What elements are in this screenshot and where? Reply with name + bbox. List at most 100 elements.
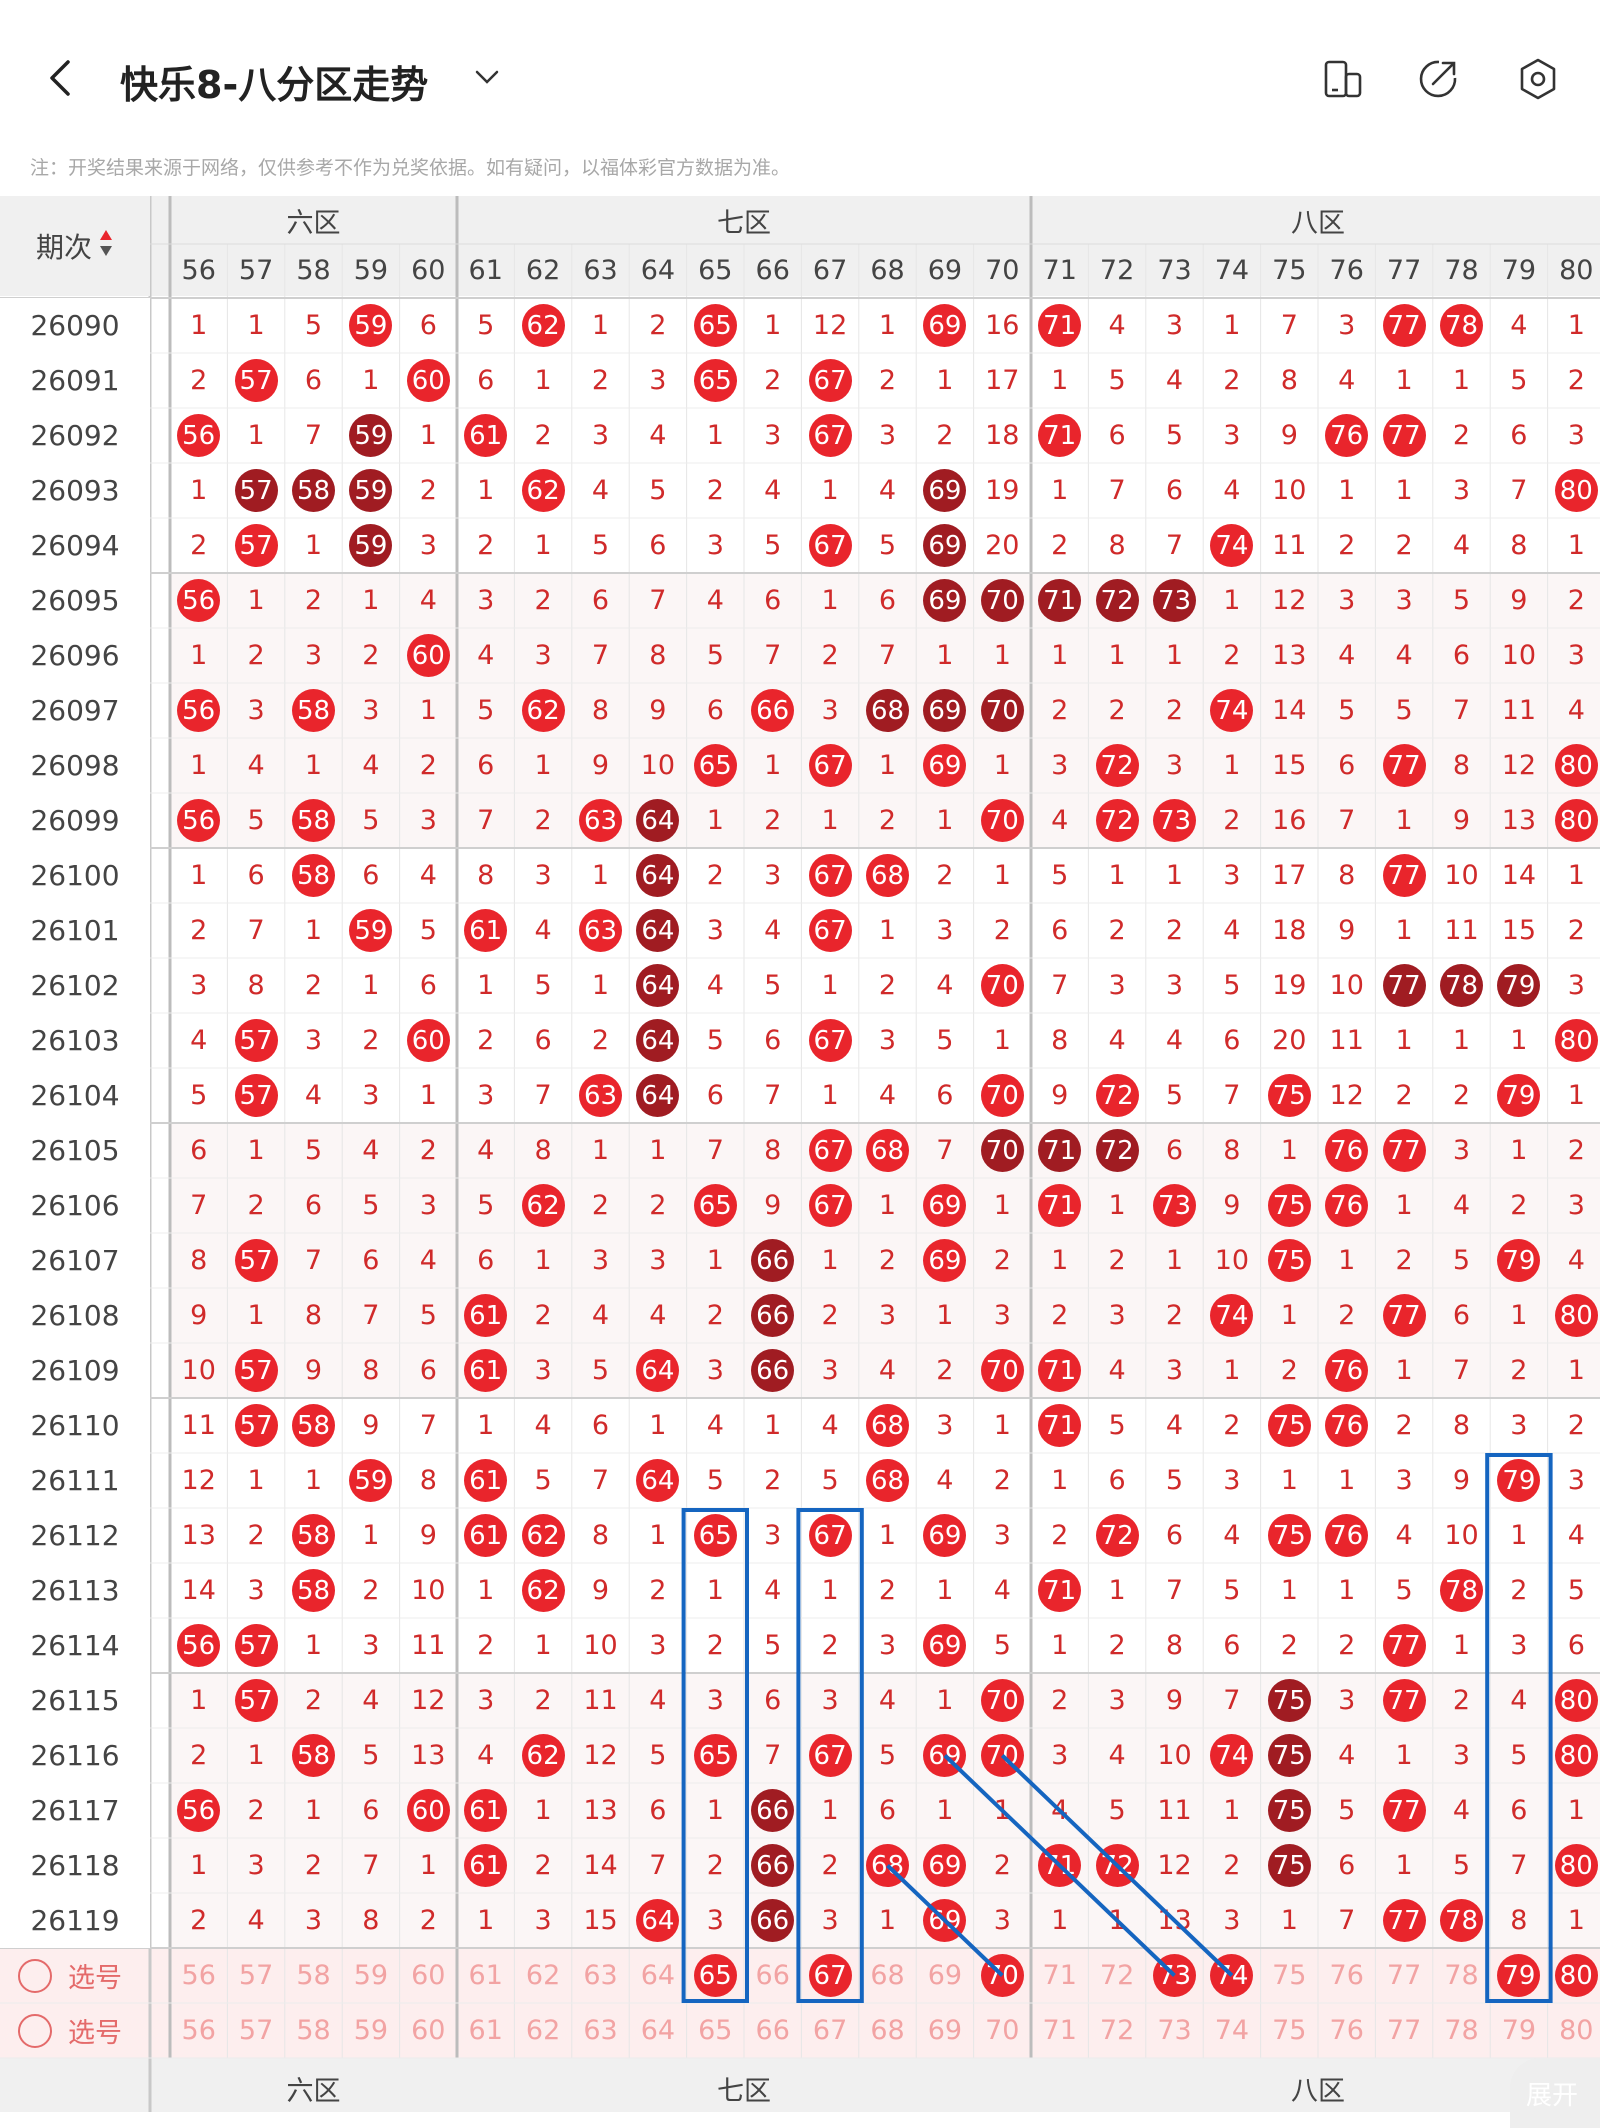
select-number[interactable]: 80: [1548, 1948, 1600, 2003]
table-cell: 5: [936, 1025, 954, 1056]
select-number[interactable]: 63: [583, 1960, 618, 1991]
select-number[interactable]: 67: [801, 1948, 858, 2003]
select-number[interactable]: 76: [1329, 1960, 1364, 1991]
issue-header[interactable]: 期次: [0, 196, 150, 296]
select-number[interactable]: 59: [353, 2015, 389, 2046]
select-number[interactable]: 57: [238, 1960, 274, 1991]
select-number[interactable]: 72: [1099, 1960, 1135, 1991]
select-number[interactable]: 62: [525, 1960, 561, 1991]
picked-number-ball[interactable]: 79: [1497, 1954, 1541, 1997]
select-number[interactable]: 71: [1042, 2015, 1077, 2046]
select-number[interactable]: 64: [640, 1960, 676, 1991]
table-cell: 12: [1272, 585, 1307, 616]
table-cell: 4: [878, 1080, 897, 1111]
select-number[interactable]: 56: [181, 2015, 216, 2046]
picked-number-ball[interactable]: 80: [1554, 1954, 1598, 1997]
settings-icon[interactable]: [1515, 56, 1561, 102]
radio-circle-icon[interactable]: [18, 1958, 52, 1993]
table-cell: 80: [1548, 1838, 1600, 1893]
select-number[interactable]: 74: [1214, 2015, 1250, 2046]
table-cell: 1: [993, 860, 1011, 891]
select-number[interactable]: 61: [468, 1960, 503, 1991]
table-cell: 4: [764, 1575, 782, 1606]
select-number[interactable]: 73: [1157, 2015, 1192, 2046]
table-cell: 12: [181, 1465, 216, 1496]
page-title[interactable]: 快乐8-八分区走势: [120, 63, 429, 107]
picked-number-ball[interactable]: 73: [1152, 1954, 1196, 1997]
row-band: [170, 1233, 1600, 1288]
select-number[interactable]: 79: [1501, 2015, 1537, 2046]
drawn-number-ball: 60: [406, 634, 450, 677]
picked-number-ball[interactable]: 70: [980, 1954, 1024, 1997]
select-number[interactable]: 71: [1042, 1960, 1077, 1991]
select-number[interactable]: 59: [353, 1960, 389, 1991]
select-number[interactable]: 65: [687, 1948, 744, 2003]
select-number[interactable]: 70: [985, 2015, 1020, 2046]
select-number[interactable]: 73: [1146, 1948, 1203, 2003]
select-number[interactable]: 58: [296, 2015, 331, 2046]
select-number[interactable]: 79: [1490, 1948, 1547, 2003]
select-number[interactable]: 58: [296, 1960, 331, 1991]
table-cell: 2: [1510, 1190, 1528, 1221]
table-cell: 4: [591, 1300, 610, 1331]
select-number[interactable]: 77: [1386, 1960, 1422, 1991]
select-number[interactable]: 66: [755, 1960, 790, 1991]
table-cell: 5: [1510, 1740, 1528, 1771]
select-row-label[interactable]: 选号: [18, 1948, 122, 2003]
select-number[interactable]: 56: [181, 1960, 216, 1991]
select-number[interactable]: 62: [525, 2015, 561, 2046]
picked-number-ball[interactable]: 65: [693, 1954, 737, 1997]
table-cell: 7: [362, 1850, 380, 1881]
select-number[interactable]: 66: [755, 2015, 790, 2046]
table-cell: 6: [477, 1245, 495, 1276]
select-number[interactable]: 61: [468, 2015, 503, 2046]
select-row-label[interactable]: 选号: [18, 2003, 122, 2058]
select-number[interactable]: 76: [1329, 2015, 1364, 2046]
radio-circle-icon[interactable]: [18, 2013, 52, 2048]
select-number[interactable]: 75: [1272, 1960, 1307, 1991]
back-arrow-icon[interactable]: [40, 56, 84, 100]
expand-button[interactable]: 展开: [1510, 2058, 1600, 2128]
select-number[interactable]: 57: [238, 2015, 274, 2046]
table-cell: 5: [1108, 1410, 1126, 1441]
column-header: 68: [870, 254, 905, 286]
select-number[interactable]: 64: [640, 2015, 676, 2046]
zone-label-footer: 七区: [717, 2075, 771, 2107]
share-icon[interactable]: [1415, 56, 1461, 102]
sort-icon[interactable]: [98, 228, 114, 265]
select-number[interactable]: 77: [1386, 2015, 1422, 2046]
device-rotate-icon[interactable]: [1320, 56, 1366, 102]
table-cell: 7: [419, 1410, 437, 1441]
select-number[interactable]: 68: [870, 1960, 905, 1991]
select-number[interactable]: 69: [927, 2015, 963, 2046]
drawn-number-ball: 77: [1382, 1899, 1426, 1942]
select-number[interactable]: 74: [1203, 1948, 1260, 2003]
drawn-number-ball: 68: [865, 1129, 909, 1172]
select-number[interactable]: 80: [1559, 2015, 1594, 2046]
select-number[interactable]: 69: [927, 1960, 963, 1991]
table-cell: 4: [477, 640, 495, 671]
table-cell: 4: [878, 1355, 897, 1386]
chevron-down-icon[interactable]: [472, 62, 502, 92]
picked-number-ball[interactable]: 74: [1210, 1954, 1254, 1997]
table-cell: 1: [1051, 1905, 1069, 1936]
select-number[interactable]: 65: [698, 2015, 733, 2046]
select-number[interactable]: 75: [1272, 2015, 1307, 2046]
table-cell: 4: [1338, 365, 1356, 396]
picked-number-ball[interactable]: 67: [808, 1954, 852, 1997]
table-cell: 1: [878, 1520, 897, 1551]
select-number[interactable]: 67: [812, 2015, 848, 2046]
select-number[interactable]: 60: [411, 1960, 446, 1991]
select-number[interactable]: 72: [1099, 2015, 1135, 2046]
table-cell: 64: [629, 903, 686, 958]
select-number[interactable]: 60: [411, 2015, 446, 2046]
table-cell: 5: [591, 530, 610, 561]
select-number[interactable]: 68: [870, 2015, 905, 2046]
drawn-number-ball: 61: [464, 909, 508, 952]
table-cell: 5: [1165, 1465, 1184, 1496]
select-number[interactable]: 78: [1444, 1960, 1479, 1991]
select-number[interactable]: 63: [583, 2015, 618, 2046]
drawn-number-ball: 66: [751, 689, 795, 732]
select-number[interactable]: 78: [1444, 2015, 1479, 2046]
select-number[interactable]: 70: [974, 1948, 1031, 2003]
